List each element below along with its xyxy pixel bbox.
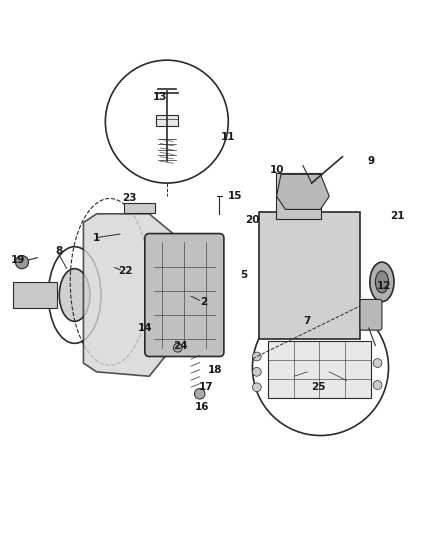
- Text: 15: 15: [227, 191, 242, 201]
- Text: 8: 8: [56, 246, 63, 256]
- FancyBboxPatch shape: [13, 282, 57, 308]
- Text: 20: 20: [244, 215, 259, 225]
- FancyBboxPatch shape: [359, 300, 381, 330]
- Circle shape: [252, 383, 261, 392]
- FancyBboxPatch shape: [145, 233, 223, 357]
- Ellipse shape: [374, 271, 388, 293]
- Text: 14: 14: [137, 323, 152, 333]
- Text: 24: 24: [172, 341, 187, 351]
- Text: 5: 5: [240, 270, 247, 280]
- Text: 11: 11: [220, 132, 235, 142]
- Text: 9: 9: [367, 156, 374, 166]
- Circle shape: [252, 352, 261, 361]
- Text: 19: 19: [11, 255, 25, 265]
- Text: 13: 13: [152, 93, 167, 102]
- FancyBboxPatch shape: [155, 115, 177, 126]
- Text: 16: 16: [194, 402, 209, 412]
- Text: 10: 10: [268, 165, 283, 175]
- Text: 22: 22: [117, 266, 132, 276]
- Circle shape: [15, 255, 28, 269]
- Text: 21: 21: [389, 211, 404, 221]
- Text: 7: 7: [303, 317, 310, 326]
- Text: 2: 2: [200, 297, 207, 306]
- Polygon shape: [83, 214, 175, 376]
- FancyBboxPatch shape: [267, 341, 370, 398]
- Text: 12: 12: [376, 281, 391, 291]
- Text: 25: 25: [310, 382, 325, 392]
- Text: 17: 17: [198, 382, 213, 392]
- Text: 23: 23: [122, 193, 137, 204]
- Polygon shape: [276, 174, 328, 209]
- Circle shape: [194, 389, 205, 399]
- Text: 18: 18: [207, 365, 222, 375]
- Circle shape: [173, 343, 182, 352]
- FancyBboxPatch shape: [275, 173, 321, 219]
- Text: 1: 1: [93, 233, 100, 243]
- FancyBboxPatch shape: [258, 212, 359, 339]
- Circle shape: [252, 367, 261, 376]
- Ellipse shape: [59, 269, 90, 321]
- Circle shape: [372, 359, 381, 367]
- Circle shape: [372, 381, 381, 390]
- Ellipse shape: [369, 262, 393, 302]
- FancyBboxPatch shape: [124, 203, 154, 213]
